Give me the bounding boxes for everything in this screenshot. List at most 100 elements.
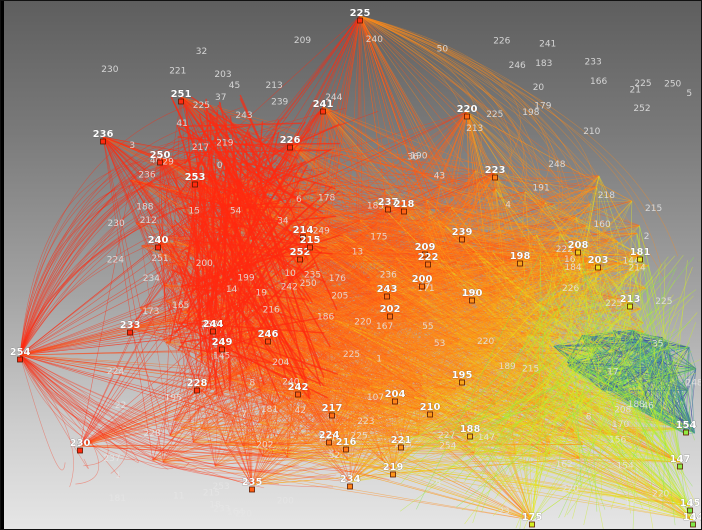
node-label: 248 xyxy=(548,160,565,170)
graph-edge xyxy=(328,317,407,441)
graph-edge xyxy=(306,443,351,483)
graph-edge xyxy=(229,184,681,463)
node-label: 204 xyxy=(385,389,406,400)
node-label: 2 xyxy=(644,232,650,242)
graph-edge xyxy=(257,389,299,447)
graph-edge xyxy=(129,283,165,329)
node-label: 15 xyxy=(189,206,200,216)
graph-edge xyxy=(289,142,591,205)
graph-edge xyxy=(162,461,351,483)
node-label: 202 xyxy=(380,304,401,315)
node-label: 221 xyxy=(391,435,412,446)
graph-edge xyxy=(365,356,694,521)
graph-node[interactable]: 147 xyxy=(669,454,691,470)
graph-edge xyxy=(342,233,694,521)
graph-edge xyxy=(228,317,253,486)
node-label: 160 xyxy=(594,220,611,230)
node-label: 246 xyxy=(258,329,279,340)
node-label: 54 xyxy=(230,206,242,216)
graph-edge xyxy=(229,184,533,521)
graph-edge xyxy=(260,377,463,392)
graph-edge xyxy=(79,445,348,460)
node-label: 32 xyxy=(196,47,207,57)
graph-edge xyxy=(334,409,431,455)
graph-edge xyxy=(369,385,533,521)
graph-edge xyxy=(19,354,311,431)
graph-edge xyxy=(349,282,585,483)
graph-edge xyxy=(495,404,551,455)
graph-node[interactable]: 233 xyxy=(119,320,141,336)
graph-edge xyxy=(79,228,184,447)
graph-edge xyxy=(382,460,533,521)
graph-edge xyxy=(334,308,641,455)
graph-node[interactable]: 144 xyxy=(682,512,702,528)
graph-edge xyxy=(466,111,475,454)
graph-edge xyxy=(19,174,246,356)
graph-edge xyxy=(535,269,604,361)
node-label: 35 xyxy=(652,339,663,349)
graph-node[interactable]: 236 xyxy=(92,129,114,145)
graph-edge xyxy=(329,283,520,322)
node-label: 221 xyxy=(169,66,186,76)
node-label: 156 xyxy=(609,436,626,446)
node-label: 203 xyxy=(588,255,609,266)
node-label: 233 xyxy=(120,320,141,331)
node-label: 186 xyxy=(317,313,334,323)
graph-edge xyxy=(421,186,598,283)
node-label: 144 xyxy=(683,512,702,523)
graph-node[interactable]: 235 xyxy=(241,477,263,493)
graph-edge xyxy=(19,264,164,356)
node-label: 254 xyxy=(10,347,31,358)
graph-edge xyxy=(242,446,253,486)
graph-edge xyxy=(227,378,471,433)
node-label: 167 xyxy=(376,322,393,332)
graph-edge xyxy=(355,247,579,253)
graph-edge xyxy=(328,409,431,441)
node-label: 225 xyxy=(486,110,503,120)
node-label: 19 xyxy=(256,288,268,298)
node-label: 241 xyxy=(313,99,334,110)
node-label: 216 xyxy=(336,437,357,448)
graph-edge xyxy=(79,258,591,447)
node-label: 164 xyxy=(227,507,244,517)
graph-node[interactable]: 145 xyxy=(679,498,701,514)
graph-edge xyxy=(317,111,468,215)
node-label: 162 xyxy=(556,460,573,470)
node-label: 210 xyxy=(420,402,441,413)
node-label: 188 xyxy=(136,203,153,213)
node-label: 55 xyxy=(422,322,433,332)
graph-edge xyxy=(362,282,394,471)
node-label: 21 xyxy=(630,85,641,95)
graph-edge xyxy=(170,434,681,463)
node-label: 230 xyxy=(70,438,91,449)
node-label: 191 xyxy=(533,183,550,193)
graph-edge xyxy=(79,342,282,447)
node-label: 230 xyxy=(101,65,118,75)
graph-edge xyxy=(379,406,533,521)
graph-edge xyxy=(321,232,631,303)
node-label: 176 xyxy=(329,274,346,284)
node-label: 181 xyxy=(630,247,651,258)
graph-edge xyxy=(331,389,550,455)
graph-edge xyxy=(439,185,641,256)
graph-edge xyxy=(19,354,260,423)
graph-node[interactable]: 234 xyxy=(339,474,361,490)
node-label: 20 xyxy=(533,83,545,93)
graph-edge xyxy=(274,406,533,521)
graph-node[interactable]: 175 xyxy=(521,512,543,528)
graph-edge xyxy=(496,296,501,350)
node-label: 203 xyxy=(214,70,231,80)
graph-edge xyxy=(196,188,496,387)
graph-edge xyxy=(79,264,164,447)
graph-edge xyxy=(582,427,687,445)
node-label: 145 xyxy=(213,352,230,362)
node-label: 5 xyxy=(686,89,692,99)
node-label: 23 xyxy=(498,507,509,517)
graph-edge xyxy=(426,186,441,400)
graph-edge xyxy=(170,252,694,521)
node-label: 242 xyxy=(288,382,309,393)
node-label: 239 xyxy=(452,227,473,238)
node-label: 228 xyxy=(144,429,161,439)
